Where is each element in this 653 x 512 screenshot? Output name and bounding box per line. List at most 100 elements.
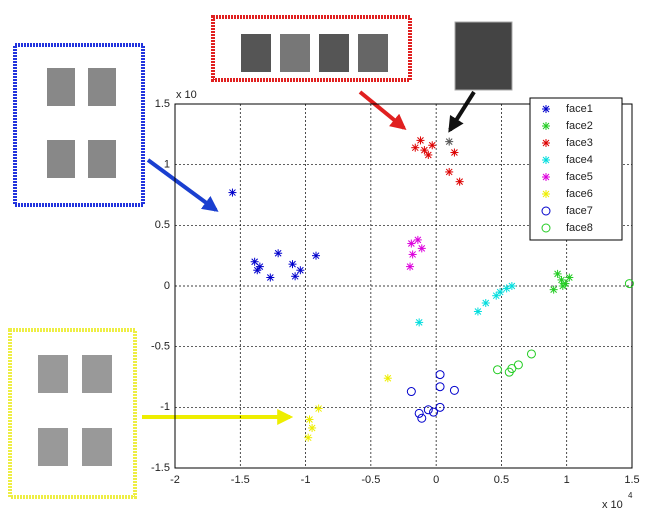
point bbox=[266, 274, 274, 282]
point bbox=[253, 266, 261, 274]
point bbox=[228, 189, 236, 197]
face-image bbox=[358, 34, 388, 72]
point bbox=[406, 263, 414, 271]
point bbox=[296, 266, 304, 274]
point bbox=[312, 252, 320, 260]
point bbox=[565, 274, 573, 282]
face-image bbox=[88, 140, 116, 178]
y-tick-label: 1 bbox=[164, 159, 170, 171]
legend-label: face7 bbox=[566, 205, 593, 217]
legend-label: face8 bbox=[566, 222, 593, 234]
legend-label: face5 bbox=[566, 171, 593, 183]
legend-marker bbox=[542, 105, 550, 113]
x-tick-label: 1.5 bbox=[624, 474, 639, 486]
face-image bbox=[38, 355, 68, 393]
point bbox=[420, 146, 428, 154]
point bbox=[289, 260, 297, 268]
y-tick-label: 0.5 bbox=[155, 219, 170, 231]
point bbox=[414, 236, 422, 244]
face-image bbox=[38, 428, 68, 466]
x-scale-label: x 10 bbox=[602, 499, 623, 511]
y-tick-label: -0.5 bbox=[151, 341, 170, 353]
x-tick-label: -0.5 bbox=[361, 474, 380, 486]
face-image bbox=[82, 428, 112, 466]
point bbox=[409, 250, 417, 258]
chart: x 10 x 10 4 -2-1.5-1-0.500.511.5-1.5-1-0… bbox=[0, 0, 653, 512]
point bbox=[407, 388, 415, 396]
y-tick-label: 1.5 bbox=[155, 98, 170, 110]
point bbox=[450, 149, 458, 157]
y-tick-label: -1 bbox=[160, 401, 170, 413]
point bbox=[436, 371, 444, 379]
point bbox=[559, 282, 567, 290]
point bbox=[450, 386, 458, 394]
point bbox=[436, 383, 444, 391]
point bbox=[384, 374, 392, 382]
legend-label: face2 bbox=[566, 120, 593, 132]
legend-marker bbox=[542, 122, 550, 130]
x-tick-label: 0.5 bbox=[494, 474, 509, 486]
point bbox=[315, 405, 323, 413]
point bbox=[274, 249, 282, 257]
face-image bbox=[319, 34, 349, 72]
point bbox=[527, 350, 535, 358]
point bbox=[418, 244, 426, 252]
legend-label: face6 bbox=[566, 188, 593, 200]
face-image bbox=[455, 22, 512, 90]
point bbox=[416, 136, 424, 144]
legend-label: face1 bbox=[566, 103, 593, 115]
y-tick-label: 0 bbox=[164, 280, 170, 292]
arrow bbox=[450, 92, 474, 130]
yellow-panel bbox=[10, 330, 135, 497]
point bbox=[291, 272, 299, 280]
point bbox=[445, 168, 453, 176]
legend-marker bbox=[542, 173, 550, 181]
x-tick-label: -2 bbox=[170, 474, 180, 486]
x-tick-label: 0 bbox=[433, 474, 439, 486]
point bbox=[424, 151, 432, 159]
face-image bbox=[88, 68, 116, 106]
legend-label: face4 bbox=[566, 154, 593, 166]
point bbox=[456, 178, 464, 186]
x-scale-exponent: 4 bbox=[628, 491, 633, 500]
point bbox=[445, 138, 453, 146]
x-tick-label: -1.5 bbox=[231, 474, 250, 486]
legend-marker bbox=[542, 139, 550, 147]
point bbox=[308, 424, 316, 432]
point bbox=[554, 270, 562, 278]
legend: face1 face2 face3 face4 face5 face6 face7 face8 bbox=[530, 98, 622, 240]
point bbox=[305, 415, 313, 423]
face-panels bbox=[10, 17, 512, 497]
y-scale-label: x 10 bbox=[176, 89, 197, 101]
point bbox=[474, 307, 482, 315]
point bbox=[304, 434, 312, 442]
arrow bbox=[148, 160, 216, 210]
point bbox=[411, 144, 419, 152]
page: x 10 x 10 4 -2-1.5-1-0.500.511.5-1.5-1-0… bbox=[0, 0, 653, 512]
face-image bbox=[47, 68, 75, 106]
legend-marker bbox=[542, 156, 550, 164]
point bbox=[550, 286, 558, 294]
point bbox=[415, 318, 423, 326]
face-image bbox=[82, 355, 112, 393]
legend-label: face3 bbox=[566, 137, 593, 149]
point bbox=[514, 361, 522, 369]
legend-marker bbox=[542, 190, 550, 198]
point bbox=[496, 288, 504, 296]
point bbox=[482, 299, 490, 307]
y-tick-label: -1.5 bbox=[151, 462, 170, 474]
point bbox=[428, 141, 436, 149]
point bbox=[407, 240, 415, 248]
point bbox=[418, 414, 426, 422]
face-image bbox=[280, 34, 310, 72]
x-tick-label: 1 bbox=[564, 474, 570, 486]
point bbox=[494, 366, 502, 374]
face-image bbox=[47, 140, 75, 178]
x-tick-label: -1 bbox=[301, 474, 311, 486]
face-image bbox=[241, 34, 271, 72]
point bbox=[424, 406, 432, 414]
blue-panel bbox=[15, 45, 143, 205]
arrow bbox=[360, 92, 404, 128]
point bbox=[508, 282, 516, 290]
point bbox=[415, 409, 423, 417]
